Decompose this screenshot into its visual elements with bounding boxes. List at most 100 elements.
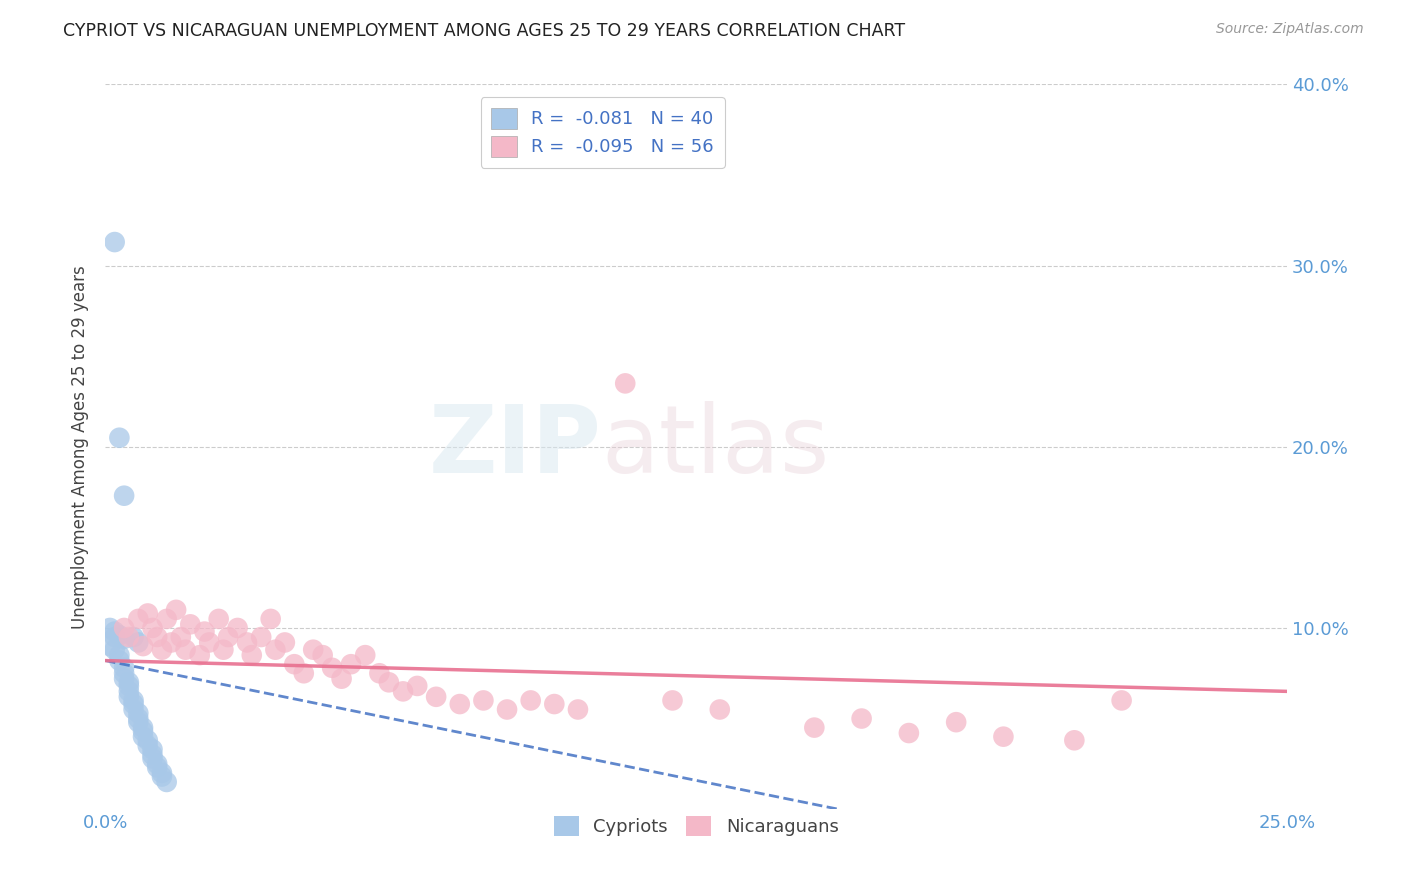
Point [378,675,401,690]
Point [98,639,121,653]
Point [193,624,215,639]
Point [519,693,541,707]
Point [112,661,135,675]
Text: CYPRIOT VS NICARAGUAN UNEMPLOYMENT AMONG AGES 25 TO 29 YEARS CORRELATION CHART: CYPRIOT VS NICARAGUAN UNEMPLOYMENT AMONG… [63,22,905,40]
Point [165,603,187,617]
Point [208,612,231,626]
Point [425,690,447,704]
Point [392,684,415,698]
Point [104,642,127,657]
Point [897,726,920,740]
Point [112,672,135,686]
Point [212,642,235,657]
Point [321,661,343,675]
Point [851,712,873,726]
Point [118,690,141,704]
Point [156,775,179,789]
Point [170,630,193,644]
Point [122,693,145,707]
Point [236,635,259,649]
Point [292,666,315,681]
Point [803,721,825,735]
Point [118,684,141,698]
Point [567,702,589,716]
Point [127,612,149,626]
Point [118,679,141,693]
Point [543,697,565,711]
Text: ZIP: ZIP [429,401,602,492]
Point [122,630,145,644]
Point [150,770,173,784]
Point [112,632,135,646]
Point [108,628,131,642]
Text: Source: ZipAtlas.com: Source: ZipAtlas.com [1216,22,1364,37]
Point [179,617,201,632]
Point [108,431,131,445]
Point [406,679,429,693]
Point [141,621,163,635]
Point [127,706,149,720]
Point [1063,733,1085,747]
Y-axis label: Unemployment Among Ages 25 to 29 years: Unemployment Among Ages 25 to 29 years [72,265,89,629]
Point [146,756,169,771]
Point [661,693,683,707]
Point [330,672,353,686]
Point [141,751,163,765]
Point [104,235,127,249]
Point [283,657,305,672]
Point [340,657,363,672]
Point [132,730,155,744]
Point [174,642,197,657]
Point [127,715,149,730]
Point [368,666,391,681]
Point [993,730,1015,744]
Point [250,630,273,644]
Point [274,635,297,649]
Point [141,747,163,762]
Point [112,489,135,503]
Point [311,648,333,662]
Point [449,697,471,711]
Point [108,648,131,662]
Point [104,630,127,644]
Point [302,642,325,657]
Point [226,621,249,635]
Point [112,621,135,635]
Point [141,742,163,756]
Point [122,702,145,716]
Point [146,760,169,774]
Point [136,607,159,621]
Point [118,675,141,690]
Point [112,666,135,681]
Point [132,724,155,739]
Point [118,630,141,644]
Point [136,733,159,747]
Point [188,648,211,662]
Point [496,702,519,716]
Point [614,376,637,391]
Point [1111,693,1133,707]
Point [217,630,239,644]
Text: atlas: atlas [602,401,830,492]
Point [132,721,155,735]
Point [354,648,377,662]
Point [472,693,495,707]
Point [150,765,173,780]
Point [260,612,283,626]
Point [122,697,145,711]
Point [150,642,173,657]
Point [127,712,149,726]
Legend: Cypriots, Nicaraguans: Cypriots, Nicaraguans [547,808,846,844]
Point [709,702,731,716]
Point [264,642,287,657]
Point [146,630,169,644]
Point [108,654,131,668]
Point [160,635,183,649]
Point [136,739,159,753]
Point [240,648,263,662]
Point [132,639,155,653]
Point [156,612,179,626]
Point [945,715,967,730]
Point [198,635,221,649]
Point [104,624,127,639]
